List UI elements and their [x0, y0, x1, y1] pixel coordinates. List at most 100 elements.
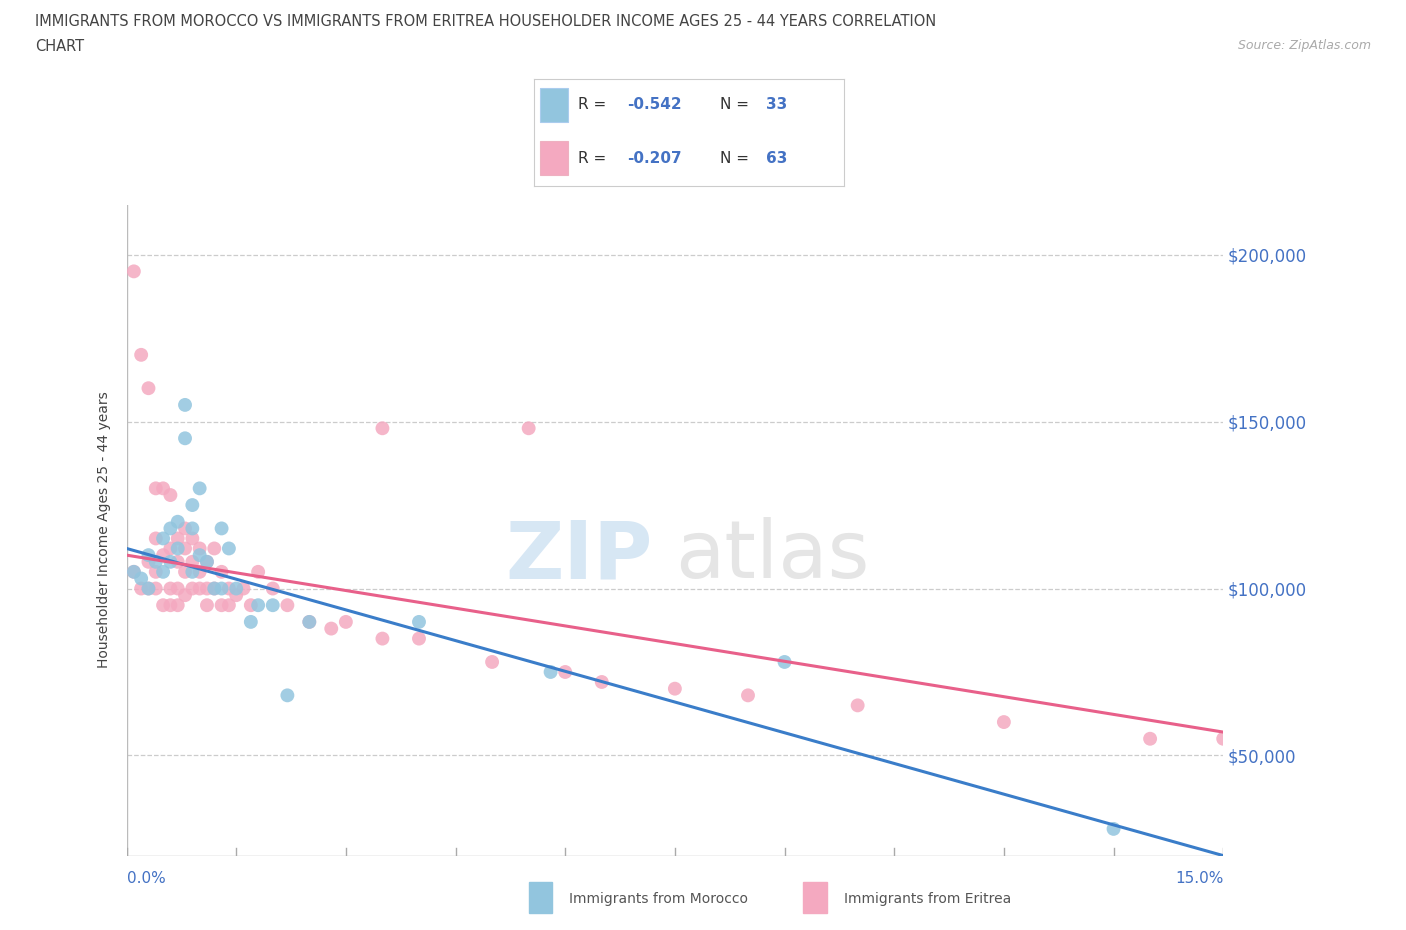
Point	[145, 481, 167, 496]
Point	[211, 521, 233, 536]
Point	[846, 698, 869, 712]
Point	[195, 554, 218, 569]
Point	[298, 615, 321, 630]
Point	[664, 682, 686, 697]
Point	[591, 674, 613, 689]
Text: 63: 63	[766, 151, 787, 166]
Point	[152, 548, 174, 563]
Point	[188, 541, 211, 556]
Point	[218, 581, 240, 596]
Point	[181, 531, 204, 546]
Point	[481, 655, 503, 670]
Text: Immigrants from Eritrea: Immigrants from Eritrea	[844, 892, 1011, 907]
Point	[166, 541, 188, 556]
Point	[138, 554, 160, 569]
Point	[152, 565, 174, 579]
Point	[122, 565, 145, 579]
Point	[145, 554, 167, 569]
Text: R =: R =	[578, 98, 610, 113]
Point	[195, 554, 218, 569]
Point	[174, 588, 197, 603]
Text: R =: R =	[578, 151, 610, 166]
Point	[138, 548, 160, 563]
Text: 33: 33	[766, 98, 787, 113]
Point	[188, 581, 211, 596]
Point	[166, 531, 188, 546]
Point	[174, 397, 197, 412]
Point	[174, 565, 197, 579]
Text: CHART: CHART	[35, 39, 84, 54]
Point	[129, 581, 152, 596]
Point	[129, 571, 152, 586]
Text: IMMIGRANTS FROM MOROCCO VS IMMIGRANTS FROM ERITREA HOUSEHOLDER INCOME AGES 25 - : IMMIGRANTS FROM MOROCCO VS IMMIGRANTS FR…	[35, 14, 936, 29]
Point	[232, 581, 254, 596]
FancyBboxPatch shape	[540, 141, 568, 175]
Point	[408, 615, 430, 630]
Text: Immigrants from Morocco: Immigrants from Morocco	[569, 892, 748, 907]
Point	[247, 598, 270, 613]
Point	[540, 665, 562, 680]
Point	[159, 541, 181, 556]
Point	[159, 554, 181, 569]
FancyBboxPatch shape	[540, 87, 568, 122]
Point	[138, 581, 160, 596]
Point	[152, 598, 174, 613]
Point	[225, 588, 247, 603]
Point	[211, 565, 233, 579]
Point	[188, 481, 211, 496]
Point	[371, 631, 394, 646]
Point	[225, 581, 247, 596]
Point	[122, 565, 145, 579]
Point	[262, 581, 284, 596]
Point	[517, 421, 540, 436]
Point	[159, 487, 181, 502]
Point	[335, 615, 357, 630]
Point	[145, 531, 167, 546]
Point	[145, 565, 167, 579]
Point	[152, 481, 174, 496]
Point	[195, 581, 218, 596]
Point	[138, 380, 160, 395]
Point	[211, 598, 233, 613]
Point	[166, 581, 188, 596]
Point	[1139, 731, 1161, 746]
Point	[195, 598, 218, 613]
Point	[993, 714, 1015, 729]
Point	[188, 565, 211, 579]
Point	[188, 548, 211, 563]
Point	[276, 598, 298, 613]
Point	[1212, 731, 1234, 746]
Point	[145, 581, 167, 596]
Point	[166, 514, 188, 529]
Point	[202, 541, 225, 556]
Text: ZIP: ZIP	[506, 517, 652, 595]
Text: N =: N =	[720, 151, 754, 166]
Point	[218, 598, 240, 613]
Point	[211, 581, 233, 596]
Point	[262, 598, 284, 613]
Point	[239, 615, 262, 630]
Point	[138, 581, 160, 596]
Point	[181, 581, 204, 596]
Text: 0.0%: 0.0%	[127, 871, 166, 886]
Point	[181, 554, 204, 569]
Point	[298, 615, 321, 630]
Point	[159, 581, 181, 596]
Y-axis label: Householder Income Ages 25 - 44 years: Householder Income Ages 25 - 44 years	[97, 392, 111, 669]
Text: -0.542: -0.542	[627, 98, 682, 113]
Text: atlas: atlas	[675, 517, 869, 595]
Point	[202, 581, 225, 596]
Point	[218, 541, 240, 556]
Point	[1102, 821, 1125, 836]
Point	[159, 598, 181, 613]
Point	[122, 264, 145, 279]
Point	[276, 688, 298, 703]
Point	[408, 631, 430, 646]
Point	[174, 541, 197, 556]
Point	[202, 581, 225, 596]
Text: -0.207: -0.207	[627, 151, 682, 166]
Point	[773, 655, 796, 670]
Text: N =: N =	[720, 98, 754, 113]
Point	[181, 498, 204, 512]
Point	[174, 431, 197, 445]
